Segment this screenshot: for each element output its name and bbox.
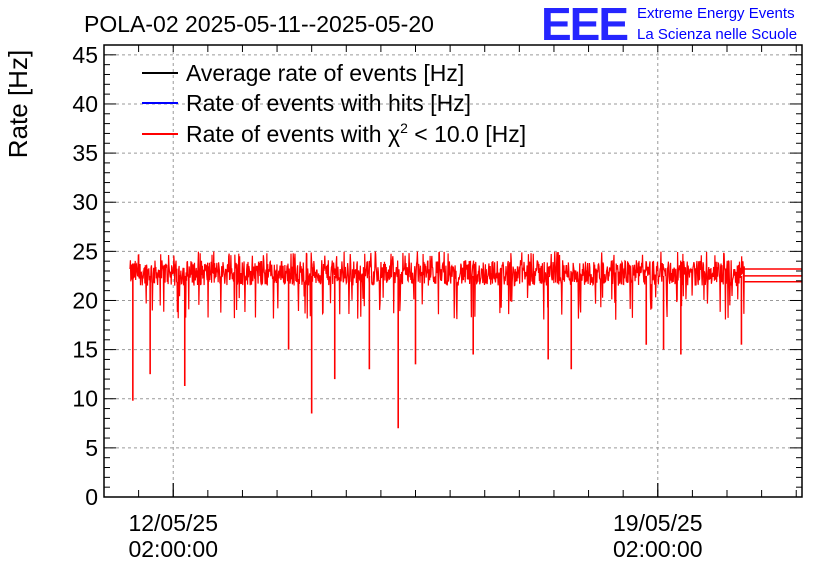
x-tick-date: 19/05/25 (613, 510, 703, 536)
y-tick-label: 5 (85, 435, 98, 461)
x-tick-time: 02:00:00 (128, 536, 218, 562)
legend-chi2-suffix: < 10.0 [Hz] (408, 121, 526, 147)
legend-chi2-prefix: Rate of events with (186, 121, 388, 147)
y-tick-label: 35 (72, 140, 98, 166)
y-tick-label: 25 (72, 238, 98, 264)
legend-chi2-superscript: 2 (400, 120, 408, 136)
y-axis-ticks: 0 5 10 15 20 25 30 35 40 45 (72, 42, 802, 510)
legend-label-chi2: Rate of events with χ2 < 10.0 [Hz] (186, 120, 526, 147)
x-tick-date: 12/05/25 (128, 510, 218, 536)
y-tick-label: 20 (72, 287, 98, 313)
y-tick-label: 45 (72, 42, 98, 68)
legend-chi2-symbol: χ (388, 121, 400, 147)
x-tick-time: 02:00:00 (613, 536, 703, 562)
y-tick-label: 40 (72, 91, 98, 117)
data-series (129, 251, 802, 429)
y-tick-label: 0 (85, 484, 98, 510)
logo-line-1: Extreme Energy Events (637, 5, 795, 22)
legend-label-average: Average rate of events [Hz] (186, 60, 464, 86)
logo-line-2: La Scienza nelle Scuole (637, 26, 797, 43)
legend-label-hits: Rate of events with hits [Hz] (186, 90, 471, 116)
eee-logo: EEE Extreme Energy Events La Scienza nel… (541, 0, 797, 50)
y-tick-label: 10 (72, 386, 98, 412)
chart-title: POLA-02 2025-05-11--2025-05-20 (84, 11, 434, 37)
legend: Average rate of events [Hz] Rate of even… (142, 60, 526, 147)
series-chi2-line (129, 251, 745, 320)
y-axis-title: Rate [Hz] (3, 50, 33, 158)
y-tick-label: 30 (72, 189, 98, 215)
logo-eee-text: EEE (541, 0, 627, 50)
y-tick-label: 15 (72, 337, 98, 363)
